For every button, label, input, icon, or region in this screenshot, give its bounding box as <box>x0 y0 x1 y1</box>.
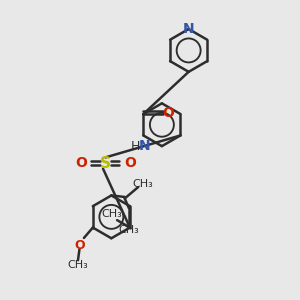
Text: CH₃: CH₃ <box>68 260 88 270</box>
Text: N: N <box>183 22 194 36</box>
Text: O: O <box>162 106 174 120</box>
Text: CH₃: CH₃ <box>119 225 140 235</box>
Text: CH₃: CH₃ <box>102 209 122 219</box>
Text: O: O <box>75 239 86 252</box>
Text: O: O <box>75 156 87 170</box>
Text: H: H <box>131 140 140 153</box>
Text: S: S <box>100 156 111 171</box>
Text: O: O <box>124 156 136 170</box>
Text: CH₃: CH₃ <box>132 178 153 189</box>
Text: N: N <box>139 140 150 153</box>
